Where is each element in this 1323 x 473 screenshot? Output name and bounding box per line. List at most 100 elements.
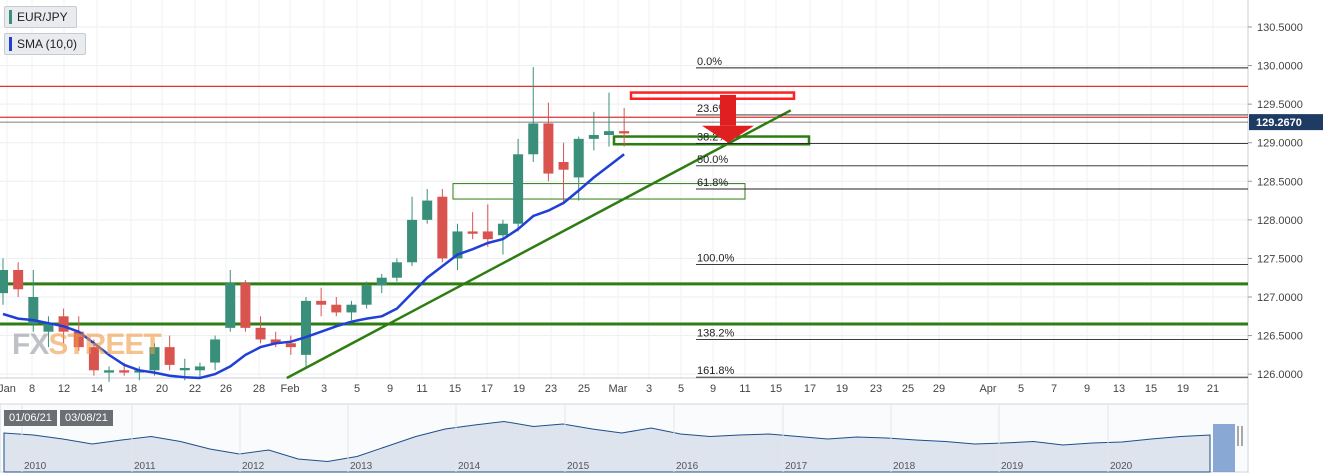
date-axis: Jan 8 12 14 18 20 22 26 28 Feb 3 5 9 11 15 17 19 23 25 Mar 3… — [0, 383, 1219, 395]
navigator-year-label: 2020 — [1110, 461, 1133, 472]
date-tick-label: 14 — [91, 383, 103, 395]
arrow-head — [702, 125, 754, 143]
candle-body — [513, 154, 524, 224]
date-tick-label: 3 — [321, 383, 327, 395]
candle-body — [482, 231, 493, 240]
navigator-year-label: 2018 — [893, 461, 916, 472]
date-tick-label: 5 — [354, 383, 360, 395]
candle-body — [0, 270, 8, 294]
date-tick-label: Apr — [979, 383, 996, 395]
candle-body — [73, 331, 84, 348]
candle-body — [422, 200, 433, 220]
down-arrow-annotation — [702, 94, 754, 143]
date-tick-label: 26 — [220, 383, 232, 395]
candle-body — [391, 262, 402, 278]
symbol-label: EUR/JPY — [17, 10, 68, 24]
date-tick-label: 13 — [1113, 383, 1125, 395]
candle-body — [361, 285, 372, 305]
navigator-year-label: 2014 — [458, 461, 481, 472]
candle-body — [164, 347, 175, 365]
chart-grid — [0, 0, 1249, 473]
fib-label: 0.0% — [697, 56, 722, 68]
date-tick-label: 20 — [156, 383, 168, 395]
date-tick-label: 19 — [513, 383, 525, 395]
date-tick-label: 23 — [870, 383, 882, 395]
candle-body — [285, 343, 296, 348]
sma-swatch — [9, 37, 12, 51]
candle-body — [58, 316, 69, 332]
candle-body — [194, 366, 205, 371]
candle-body — [573, 138, 584, 178]
date-tick-label: 5 — [678, 383, 684, 395]
candle-body — [331, 304, 342, 313]
candle-body — [13, 270, 24, 290]
date-tick-label: 8 — [29, 383, 35, 395]
navigator-start-date[interactable]: 01/06/21 — [4, 410, 57, 426]
navigator-series — [3, 420, 1211, 473]
candle-body — [407, 219, 418, 263]
date-tick-label: 25 — [578, 383, 590, 395]
date-tick-label: 15 — [1145, 383, 1157, 395]
date-tick-label: Jan — [0, 383, 16, 395]
price-axis: 130.5000 130.0000 129.5000 129.0000 128.5000… — [1248, 22, 1323, 381]
price-tick-label: 129.5000 — [1257, 99, 1303, 111]
candle-body — [88, 347, 99, 371]
current-price-tag — [1249, 114, 1323, 131]
date-tick-label: 23 — [545, 383, 557, 395]
candle-body — [316, 300, 327, 305]
date-tick-label: 12 — [58, 383, 70, 395]
date-tick-label: 25 — [902, 383, 914, 395]
sma-tag[interactable]: SMA (10,0) — [4, 33, 87, 55]
date-tick-label: 29 — [933, 383, 945, 395]
candle-body — [210, 339, 221, 363]
navigator-year-label: 2019 — [1001, 461, 1024, 472]
price-tick-label: 126.5000 — [1257, 331, 1303, 343]
date-tick-label: 7 — [1051, 383, 1057, 395]
date-tick-label: 21 — [1207, 383, 1219, 395]
candle-body — [119, 370, 130, 373]
navigator-end-date[interactable]: 03/08/21 — [60, 410, 113, 426]
candle-body — [104, 370, 115, 373]
uptrend-line — [286, 109, 792, 380]
navigator-year-label: 2011 — [134, 461, 156, 472]
navigator-year-label: 2012 — [242, 461, 265, 472]
date-tick-label: 11 — [739, 383, 750, 395]
fxstreet-watermark: FXSTREET — [12, 328, 162, 362]
date-tick-label: 15 — [770, 383, 782, 395]
date-tick-label: 9 — [387, 383, 393, 395]
fibonacci-labels: 0.0%23.6%38.2%50.0%61.8%100.0%138.2%161.… — [696, 56, 1248, 378]
navigator-selection — [1213, 424, 1235, 472]
symbol-swatch — [9, 10, 12, 24]
navigator-year-label: 2013 — [350, 461, 373, 472]
date-tick-label: 22 — [189, 383, 201, 395]
navigator: 2010 2011 2012 2013 2014 2015 2016 2017 2018 2019… — [0, 403, 1249, 473]
watermark-street: STREET — [48, 328, 161, 361]
navigator-year-label: 2010 — [24, 461, 47, 472]
candle-body — [588, 135, 599, 139]
candle-body — [43, 324, 54, 332]
date-tick-label: 17 — [804, 383, 816, 395]
date-tick-label: 5 — [1018, 383, 1024, 395]
date-tick-label: 19 — [836, 383, 848, 395]
fib-label: 100.0% — [697, 253, 735, 265]
date-tick-label: 28 — [253, 383, 265, 395]
date-tick-label: 18 — [125, 383, 137, 395]
candle-body — [376, 277, 387, 286]
price-tick-label: 128.5000 — [1257, 176, 1303, 188]
date-tick-label: Mar — [609, 383, 628, 395]
fib-label: 161.8% — [697, 365, 735, 377]
symbol-tag[interactable]: EUR/JPY — [4, 6, 77, 28]
candle-body — [467, 231, 478, 234]
sma-label: SMA (10,0) — [17, 37, 78, 51]
candle-body — [240, 283, 251, 328]
fib-label: 138.2% — [697, 327, 735, 339]
annotation-zones — [452, 91, 811, 200]
navigator-year-label: 2017 — [785, 461, 808, 472]
candle-body — [497, 223, 508, 236]
navigator-year-label: 2016 — [676, 461, 699, 472]
price-tick-label: 129.0000 — [1257, 138, 1303, 150]
candle-body — [619, 131, 630, 134]
fib-label: 50.0% — [697, 154, 728, 166]
fib-label: 61.8% — [697, 177, 728, 189]
